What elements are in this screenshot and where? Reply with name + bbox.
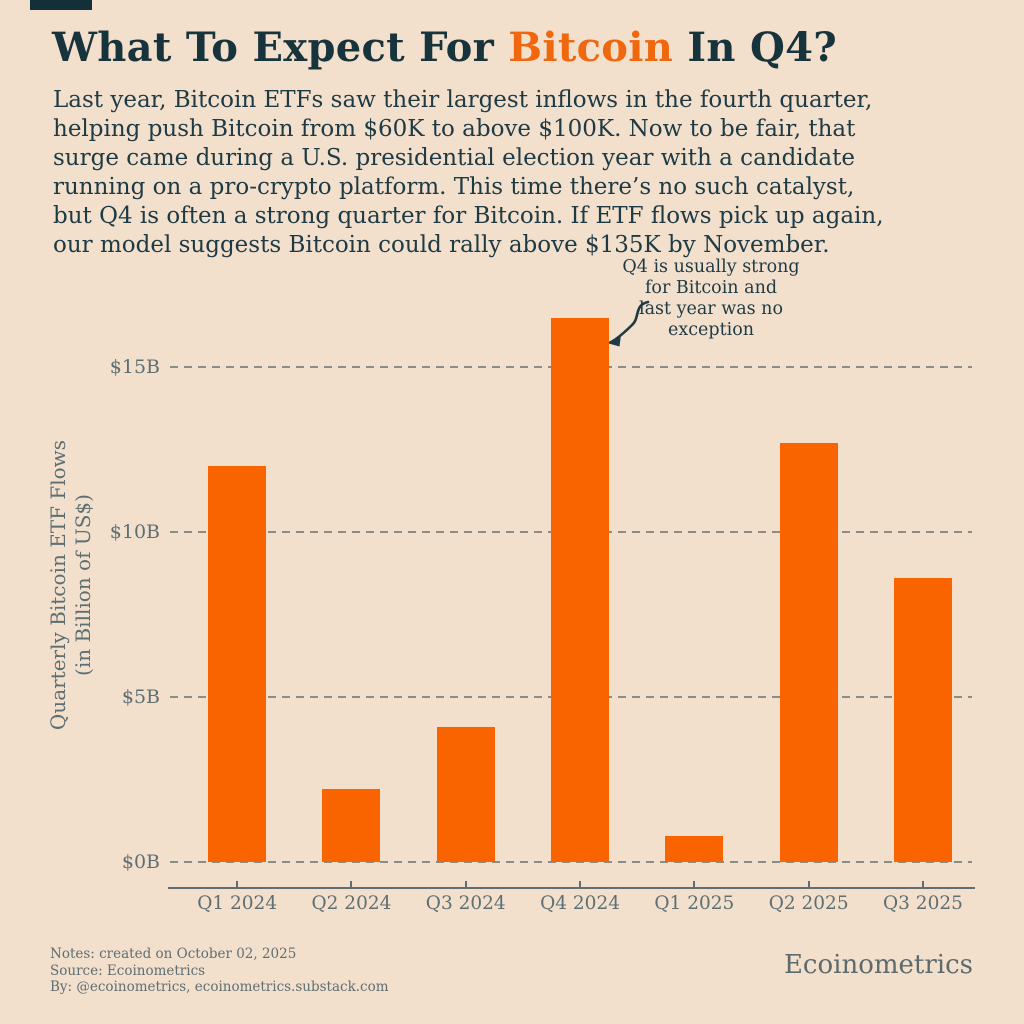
- x-axis-tick: [236, 881, 239, 887]
- brand-wordmark: Ecoinometrics: [783, 950, 973, 980]
- y-tick-label: $5B: [121, 686, 160, 708]
- x-tick-label: Q3 2024: [425, 893, 506, 914]
- annotation-arrow-icon: [607, 300, 650, 347]
- bar-q3-2024: [436, 726, 495, 862]
- footer-notes: Notes: created on October 02, 2025 Sourc…: [50, 946, 389, 995]
- bar-q4-2024: [551, 317, 610, 862]
- corner-accent-bar: [30, 0, 92, 10]
- title-prefix: What To Expect For: [52, 24, 509, 71]
- chart-annotation-text: Q4 is usually strong for Bitcoin and las…: [622, 257, 800, 340]
- x-axis-tick: [464, 881, 467, 887]
- x-axis-tick: [579, 881, 582, 887]
- bar-q1-2024: [208, 466, 267, 862]
- bar-q2-2025: [779, 442, 838, 862]
- x-tick-label: Q1 2025: [654, 893, 735, 914]
- x-tick-label: Q2 2024: [311, 893, 392, 914]
- x-axis-tick: [693, 881, 696, 887]
- page-title: What To Expect For Bitcoin In Q4?: [52, 24, 837, 71]
- x-axis-line: [168, 887, 975, 889]
- bar-q2-2024: [322, 789, 381, 862]
- x-axis-tick: [807, 881, 810, 887]
- y-tick-label: $15B: [109, 356, 160, 378]
- x-tick-label: Q2 2025: [768, 893, 849, 914]
- bar-q1-2025: [665, 835, 724, 862]
- y-tick-label: $10B: [109, 521, 160, 543]
- title-accent: Bitcoin: [508, 24, 674, 71]
- x-tick-label: Q4 2024: [540, 893, 620, 914]
- title-suffix: In Q4?: [673, 24, 837, 71]
- bar-q3-2025: [893, 578, 952, 862]
- x-axis-tick: [350, 881, 353, 887]
- x-tick-label: Q1 2024: [197, 893, 278, 914]
- x-tick-label: Q3 2025: [882, 893, 963, 914]
- y-tick-label: $0B: [121, 851, 160, 873]
- x-axis-tick: [921, 881, 924, 887]
- intro-paragraph: Last year, Bitcoin ETFs saw their larges…: [53, 87, 884, 258]
- gridline-$0B: [170, 861, 972, 863]
